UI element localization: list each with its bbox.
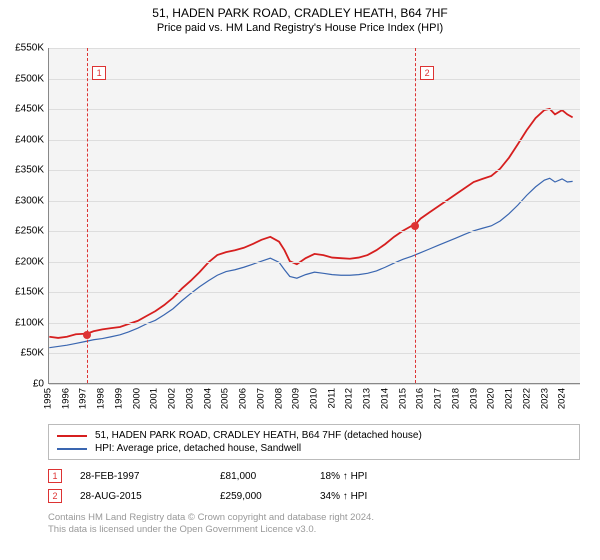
chart-title-address: 51, HADEN PARK ROAD, CRADLEY HEATH, B64 … xyxy=(0,6,600,20)
chart-subtitle: Price paid vs. HM Land Registry's House … xyxy=(0,22,600,34)
gridline-h xyxy=(49,79,580,80)
legend-box: 51, HADEN PARK ROAD, CRADLEY HEATH, B64 … xyxy=(48,424,580,460)
xtick-label: 2010 xyxy=(309,388,320,409)
plot-area: 12 xyxy=(48,48,580,384)
xtick-label: 2015 xyxy=(397,388,408,409)
gridline-h xyxy=(49,140,580,141)
ytick-label: £300K xyxy=(0,195,44,206)
xtick-label: 2018 xyxy=(450,388,461,409)
gridline-h xyxy=(49,231,580,232)
ytick-label: £500K xyxy=(0,73,44,84)
ytick-label: £250K xyxy=(0,226,44,237)
gridline-h xyxy=(49,353,580,354)
sale-hpi: 34% ↑ HPI xyxy=(320,491,580,502)
xtick-label: 2007 xyxy=(255,388,266,409)
ytick-label: £200K xyxy=(0,256,44,267)
xtick-label: 2023 xyxy=(539,388,550,409)
gridline-h xyxy=(49,292,580,293)
xtick-label: 1995 xyxy=(43,388,54,409)
xtick-label: 2017 xyxy=(433,388,444,409)
chart-svg xyxy=(49,48,580,383)
sale-hpi: 18% ↑ HPI xyxy=(320,471,580,482)
sale-date: 28-FEB-1997 xyxy=(80,471,220,482)
sale-num-badge: 1 xyxy=(48,469,62,483)
gridline-h xyxy=(49,109,580,110)
ytick-label: £0 xyxy=(0,379,44,390)
footer-attribution: Contains HM Land Registry data © Crown c… xyxy=(48,512,580,537)
xtick-label: 1997 xyxy=(78,388,89,409)
ytick-label: £400K xyxy=(0,134,44,145)
xtick-label: 2001 xyxy=(149,388,160,409)
xtick-label: 2014 xyxy=(379,388,390,409)
xtick-label: 2022 xyxy=(521,388,532,409)
ytick-label: £150K xyxy=(0,287,44,298)
sales-table: 1 28-FEB-1997£81,00018% ↑ HPI 2 28-AUG-2015… xyxy=(48,466,580,506)
sale-row: 2 28-AUG-2015£259,00034% ↑ HPI xyxy=(48,486,580,506)
ytick-label: £550K xyxy=(0,43,44,54)
xtick-label: 1996 xyxy=(60,388,71,409)
sale-marker xyxy=(83,331,91,339)
series-line-property xyxy=(49,109,572,338)
ytick-label: £50K xyxy=(0,348,44,359)
xtick-label: 2012 xyxy=(344,388,355,409)
sale-marker xyxy=(411,222,419,230)
xtick-label: 2016 xyxy=(415,388,426,409)
gridline-h xyxy=(49,384,580,385)
ytick-label: £450K xyxy=(0,104,44,115)
legend-row: 51, HADEN PARK ROAD, CRADLEY HEATH, B64 … xyxy=(57,429,571,442)
sale-date: 28-AUG-2015 xyxy=(80,491,220,502)
xtick-label: 2003 xyxy=(184,388,195,409)
gridline-h xyxy=(49,48,580,49)
gridline-h xyxy=(49,201,580,202)
xtick-label: 2020 xyxy=(486,388,497,409)
gridline-h xyxy=(49,323,580,324)
xtick-label: 2004 xyxy=(202,388,213,409)
legend-label: 51, HADEN PARK ROAD, CRADLEY HEATH, B64 … xyxy=(95,430,422,441)
xtick-label: 2005 xyxy=(220,388,231,409)
xtick-label: 2011 xyxy=(326,388,337,408)
xtick-label: 1999 xyxy=(113,388,124,409)
xtick-label: 2009 xyxy=(291,388,302,409)
chart-container: 51, HADEN PARK ROAD, CRADLEY HEATH, B64 … xyxy=(0,0,600,560)
sale-price: £81,000 xyxy=(220,471,320,482)
legend-swatch xyxy=(57,435,87,437)
footer-line1: Contains HM Land Registry data © Crown c… xyxy=(48,512,580,524)
xtick-label: 2008 xyxy=(273,388,284,409)
xtick-label: 2013 xyxy=(362,388,373,409)
xtick-label: 2002 xyxy=(167,388,178,409)
ytick-label: £100K xyxy=(0,317,44,328)
xtick-label: 2021 xyxy=(504,388,515,409)
sale-vline-label: 1 xyxy=(92,66,106,80)
ytick-label: £350K xyxy=(0,165,44,176)
sale-vline-label: 2 xyxy=(420,66,434,80)
xtick-label: 2024 xyxy=(557,388,568,409)
sale-vline xyxy=(415,48,416,383)
sale-price: £259,000 xyxy=(220,491,320,502)
sale-num-badge: 2 xyxy=(48,489,62,503)
xtick-label: 2000 xyxy=(131,388,142,409)
title-block: 51, HADEN PARK ROAD, CRADLEY HEATH, B64 … xyxy=(0,0,600,34)
gridline-h xyxy=(49,170,580,171)
legend-row: HPI: Average price, detached house, Sand… xyxy=(57,442,571,455)
xtick-label: 2006 xyxy=(238,388,249,409)
gridline-h xyxy=(49,262,580,263)
xtick-label: 1998 xyxy=(96,388,107,409)
legend-label: HPI: Average price, detached house, Sand… xyxy=(95,443,301,454)
xtick-label: 2019 xyxy=(468,388,479,409)
legend-swatch xyxy=(57,448,87,450)
sale-row: 1 28-FEB-1997£81,00018% ↑ HPI xyxy=(48,466,580,486)
footer-line2: This data is licensed under the Open Gov… xyxy=(48,524,580,536)
